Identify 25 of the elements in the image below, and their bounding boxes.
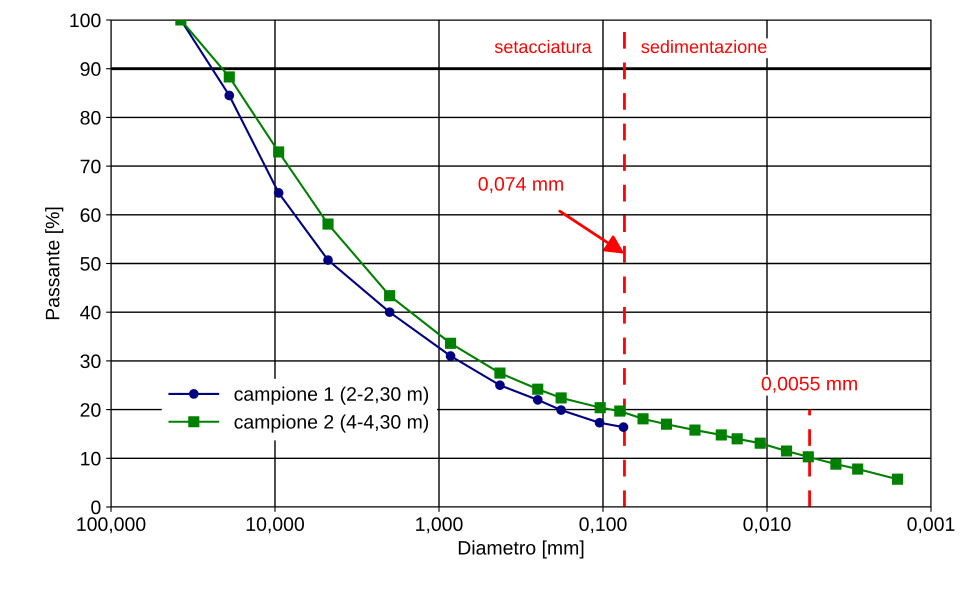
x-tick-label: 10,000: [246, 517, 304, 534]
annotation: sedimentazione: [641, 40, 767, 54]
y-tick-label: 40: [80, 306, 101, 320]
y-tick-label: 50: [80, 256, 101, 271]
ref-line-label: 0,074 mm: [478, 177, 563, 194]
y-tick-label: 20: [80, 403, 101, 417]
y-tick-label: 80: [80, 110, 101, 125]
y-tick-label: 70: [80, 160, 101, 174]
legend-label: campione 2 (4-4,30 m): [234, 414, 428, 433]
x-tick-label: 0,001: [907, 517, 954, 534]
x-tick-label: 0,100: [579, 517, 627, 534]
y-tick-label: 10: [81, 452, 101, 466]
y-tick-label: 60: [80, 208, 101, 222]
y-axis-title: Passante [%]: [45, 208, 64, 320]
annotation: setacciatura: [494, 40, 592, 54]
x-tick-label: 1,000: [416, 517, 463, 534]
y-tick-label: 0: [91, 500, 101, 514]
ref-line-label: 0,0055 mm: [762, 376, 857, 393]
legend-label: campione 1 (2-2,30 m): [234, 386, 428, 405]
x-tick-label: 0,010: [743, 517, 791, 534]
x-axis-title: Diametro [mm]: [458, 540, 584, 559]
y-tick-label: 30: [80, 354, 101, 368]
y-tick-label: 100: [70, 13, 101, 28]
y-tick-label: 90: [80, 62, 101, 76]
x-tick-label: 100,000: [77, 517, 146, 534]
